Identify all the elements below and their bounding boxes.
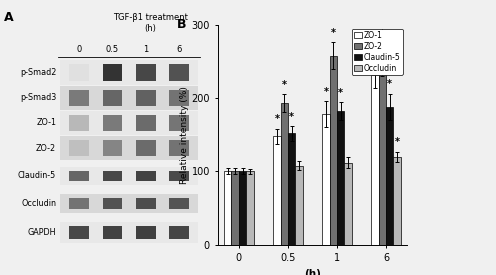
Text: *: * — [323, 87, 328, 97]
Bar — [61, 111, 198, 135]
Bar — [136, 64, 156, 81]
Text: ZO-1: ZO-1 — [36, 119, 56, 128]
Bar — [239, 171, 246, 245]
Bar — [69, 170, 89, 181]
Bar — [344, 163, 352, 245]
Bar — [288, 133, 295, 245]
Bar — [69, 90, 89, 106]
Bar — [379, 60, 386, 245]
Bar — [136, 115, 156, 131]
Text: Claudin-5: Claudin-5 — [18, 171, 56, 180]
Bar — [281, 103, 288, 245]
Text: *: * — [338, 88, 343, 98]
Bar — [103, 90, 123, 106]
Text: B: B — [177, 18, 186, 31]
Bar — [169, 64, 189, 81]
Bar — [69, 226, 89, 239]
X-axis label: (h): (h) — [304, 269, 321, 275]
Bar — [295, 166, 303, 245]
Text: *: * — [282, 80, 287, 90]
Text: *: * — [395, 137, 400, 147]
Bar — [103, 198, 123, 209]
Y-axis label: Relative intensity (%): Relative intensity (%) — [180, 86, 188, 184]
Bar — [169, 140, 189, 156]
Bar — [169, 226, 189, 239]
Bar — [136, 140, 156, 156]
Bar — [61, 222, 198, 243]
Bar — [103, 170, 123, 181]
Text: Occludin: Occludin — [21, 199, 56, 208]
Bar — [103, 115, 123, 131]
Bar — [103, 64, 123, 81]
Bar — [386, 107, 393, 245]
Bar — [61, 86, 198, 110]
Bar — [169, 170, 189, 181]
Bar — [169, 115, 189, 131]
Bar — [103, 226, 123, 239]
Bar — [61, 167, 198, 185]
Bar — [322, 114, 330, 245]
Bar — [136, 170, 156, 181]
Bar — [273, 136, 281, 245]
Text: p-Smad3: p-Smad3 — [20, 94, 56, 102]
Legend: ZO-1, ZO-2, Claudin-5, Occludin: ZO-1, ZO-2, Claudin-5, Occludin — [352, 29, 403, 75]
Bar — [61, 60, 198, 85]
Bar — [169, 198, 189, 209]
Text: 1: 1 — [143, 45, 148, 54]
Bar — [103, 140, 123, 156]
Text: TGF-β1 treatment
(h): TGF-β1 treatment (h) — [113, 13, 187, 33]
Bar — [136, 90, 156, 106]
Bar — [372, 75, 379, 245]
Bar — [224, 171, 232, 245]
Text: *: * — [331, 28, 336, 38]
Bar — [61, 136, 198, 160]
Bar — [136, 226, 156, 239]
Text: GAPDH: GAPDH — [28, 228, 56, 237]
Text: *: * — [380, 29, 385, 39]
Bar — [61, 194, 198, 213]
Text: ZO-2: ZO-2 — [36, 144, 56, 153]
Bar — [337, 111, 344, 245]
Text: *: * — [372, 47, 377, 57]
Text: A: A — [4, 11, 14, 24]
Text: *: * — [274, 114, 279, 125]
Bar — [330, 56, 337, 245]
Bar — [136, 198, 156, 209]
Text: 0.5: 0.5 — [106, 45, 119, 54]
Text: *: * — [387, 79, 392, 89]
Text: 0: 0 — [76, 45, 82, 54]
Bar — [69, 64, 89, 81]
Bar — [246, 171, 253, 245]
Bar — [169, 90, 189, 106]
Text: *: * — [289, 112, 294, 122]
Bar — [69, 115, 89, 131]
Bar — [232, 171, 239, 245]
Bar — [69, 198, 89, 209]
Bar — [393, 157, 401, 245]
Text: p-Smad2: p-Smad2 — [20, 68, 56, 77]
Text: 6: 6 — [177, 45, 182, 54]
Bar — [69, 140, 89, 156]
